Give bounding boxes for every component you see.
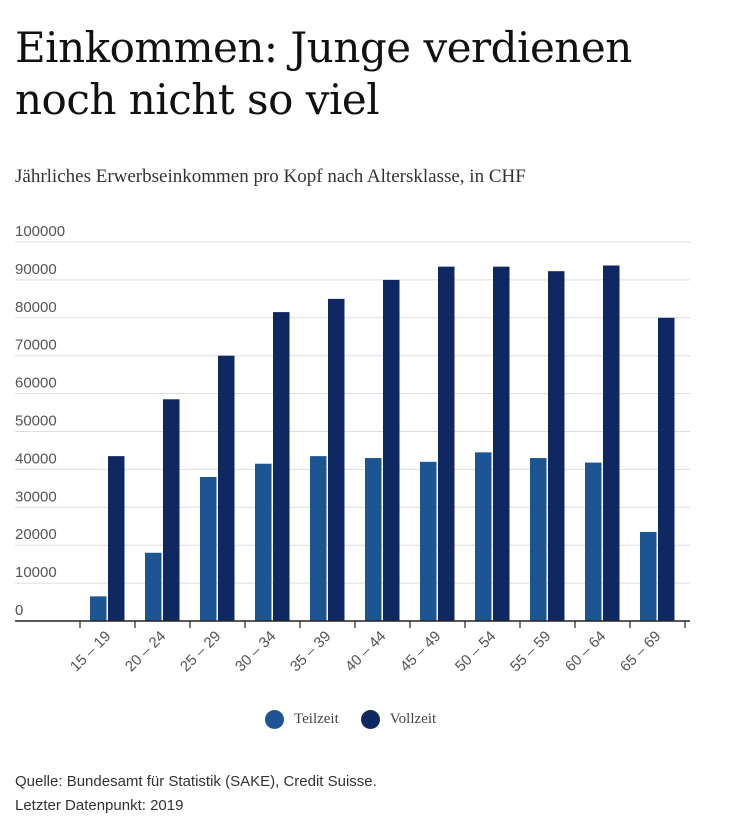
y-tick-label: 80000	[15, 299, 57, 316]
legend-label-vollzeit: Vollzeit	[389, 711, 437, 727]
last-datapoint-text: Letzter Datenpunkt: 2019	[15, 797, 184, 814]
bar-teilzeit-0	[90, 596, 107, 621]
y-tick-label: 60000	[15, 375, 57, 392]
x-tick-label: 45 – 49	[397, 628, 444, 675]
x-tick-label: 15 – 19	[67, 628, 114, 675]
bar-vollzeit-7	[493, 266, 510, 621]
bar-vollzeit-8	[548, 271, 565, 621]
x-axis-ticks: 15 – 19 20 – 24 25 – 29 30 – 34 35 – 39 40 – …	[67, 628, 664, 675]
source-note: Quelle: Bundesamt für Statistik (SAKE), …	[15, 770, 377, 818]
x-tick-label: 65 – 69	[617, 628, 664, 675]
bar-vollzeit-9	[603, 265, 620, 621]
y-tick-label: 0	[15, 602, 23, 619]
y-tick-label: 40000	[15, 450, 57, 467]
bar-teilzeit-7	[475, 452, 492, 621]
chart-subtitle: Jährliches Erwerbseinkommen pro Kopf nac…	[15, 166, 526, 187]
bar-vollzeit-3	[273, 312, 290, 621]
bar-vollzeit-1	[163, 399, 180, 621]
bar-teilzeit-4	[310, 456, 327, 621]
y-tick-label: 10000	[15, 564, 57, 581]
bar-teilzeit-9	[585, 462, 602, 621]
bar-vollzeit-0	[108, 456, 125, 621]
x-tick-label: 30 – 34	[232, 628, 279, 675]
y-tick-label: 90000	[15, 261, 57, 278]
bar-teilzeit-1	[145, 552, 162, 621]
x-tick-label: 60 – 64	[562, 628, 609, 675]
y-tick-label: 50000	[15, 413, 57, 430]
x-tick-label: 25 – 29	[177, 628, 224, 675]
bar-teilzeit-5	[365, 458, 382, 621]
gridlines	[15, 241, 690, 584]
bar-vollzeit-4	[328, 298, 345, 621]
bar-vollzeit-5	[383, 279, 400, 621]
y-tick-label: 70000	[15, 337, 57, 354]
legend-swatch-teilzeit	[265, 710, 284, 729]
source-text: Quelle: Bundesamt für Statistik (SAKE), …	[15, 773, 377, 790]
legend: Teilzeit Vollzeit	[265, 710, 458, 729]
bar-vollzeit-2	[218, 355, 235, 621]
bar-chart: 0 10000 20000 30000 40000 50000 60000 70000 8000…	[15, 223, 690, 675]
x-tick-label: 40 – 44	[342, 628, 389, 675]
bar-teilzeit-8	[530, 458, 547, 621]
y-tick-label: 100000	[15, 223, 65, 240]
x-tick-label: 35 – 39	[287, 628, 334, 675]
bar-vollzeit-6	[438, 266, 455, 621]
x-tick-label: 55 – 59	[507, 628, 554, 675]
bar-teilzeit-2	[200, 476, 217, 621]
legend-item-vollzeit: Vollzeit	[360, 710, 437, 729]
legend-label-teilzeit: Teilzeit	[294, 711, 339, 727]
legend-item-teilzeit: Teilzeit	[265, 710, 339, 729]
y-tick-label: 30000	[15, 488, 57, 505]
chart-title: Einkommen: Junge verdienen noch nicht so…	[15, 23, 632, 124]
bars	[90, 265, 675, 621]
legend-swatch-vollzeit	[360, 710, 380, 729]
x-tick-label: 50 – 54	[452, 628, 499, 675]
bar-teilzeit-10	[640, 531, 657, 621]
bar-teilzeit-6	[420, 461, 437, 621]
bar-vollzeit-10	[658, 317, 675, 621]
y-tick-label: 20000	[15, 526, 57, 543]
bar-teilzeit-3	[255, 463, 272, 621]
x-tick-label: 20 – 24	[122, 628, 169, 675]
y-axis-ticks: 0 10000 20000 30000 40000 50000 60000 70000 8000…	[15, 223, 65, 619]
x-axis	[15, 620, 690, 628]
